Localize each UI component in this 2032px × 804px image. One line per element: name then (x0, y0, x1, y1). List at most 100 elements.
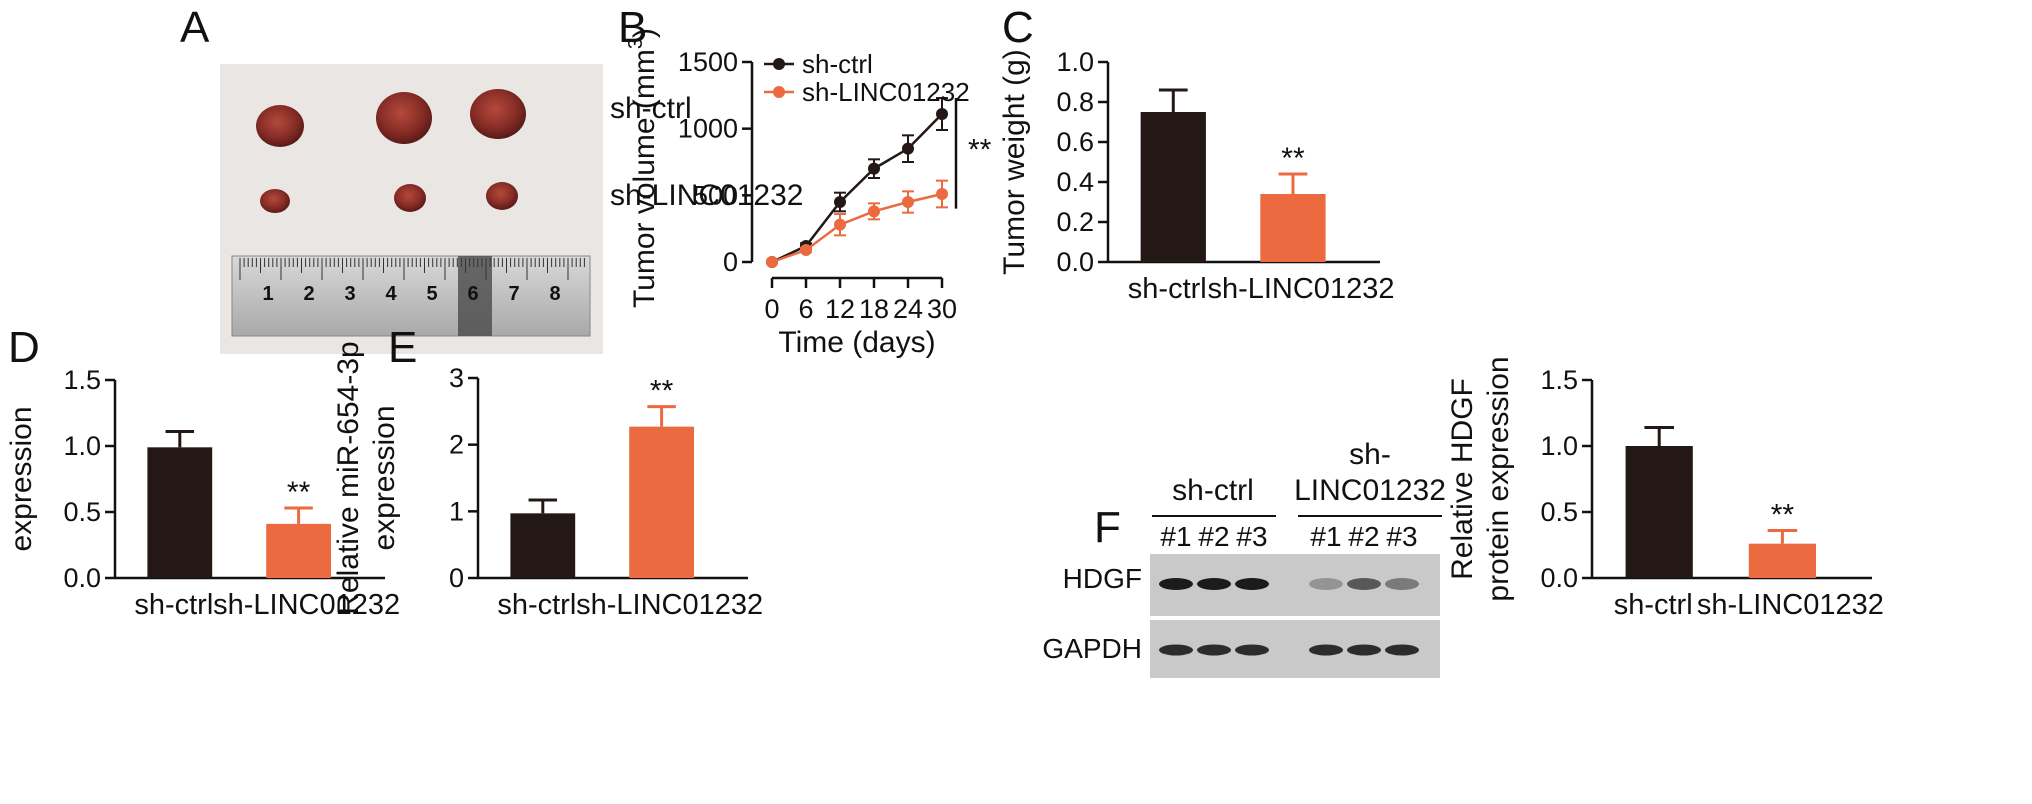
blot-lane-label: #3 (1386, 521, 1417, 552)
chart-b-x-tick-label: 0 (764, 294, 779, 324)
ruler-number: 7 (508, 283, 519, 305)
chart-c-y-tick-label: 0.8 (1056, 87, 1094, 117)
chart-b-y-label-main: Tumor volume (mm (628, 49, 661, 308)
blot-lane-label: #3 (1236, 521, 1267, 552)
chart-b-y-label-end: ) (628, 28, 661, 38)
tumor-ctrl-1 (256, 105, 304, 147)
ruler-number: 2 (303, 283, 314, 305)
blot-lane-label: #2 (1348, 521, 1379, 552)
chart-b-legend-label: sh-LINC01232 (802, 77, 970, 107)
chart-e-y-tick-label: 0 (449, 563, 464, 593)
blot-band-gapdh (1347, 644, 1381, 656)
chart-e-panel-letter: E (388, 323, 417, 372)
blot-band-gapdh (1309, 644, 1343, 656)
chart-e-category-label: sh-ctrl (497, 589, 576, 621)
chart-d-y-tick-label: 1.0 (63, 431, 101, 461)
ruler-number: 3 (344, 283, 355, 305)
chart-b-y-tick-label: 0 (723, 247, 738, 277)
tumor-kd-3 (486, 182, 518, 210)
tumor-ctrl-3 (470, 89, 526, 139)
blot-lane-label: #1 (1160, 521, 1191, 552)
blot-band-gapdh (1159, 644, 1193, 656)
chart-e-y-label: expression (368, 405, 401, 550)
chart-f2-category-label: sh-ctrl (1614, 589, 1693, 621)
chart-b-panel-letter: B (618, 3, 647, 52)
chart-c-y-tick-label: 0.0 (1056, 247, 1094, 277)
chart-c-y-label: Tumor weight (g) (998, 49, 1031, 275)
chart-b-point (936, 108, 948, 120)
chart-b-x-tick-label: 24 (893, 294, 923, 324)
ruler: 1 2 3 4 5 6 7 8 (231, 255, 591, 337)
tumor-ctrl-2 (376, 92, 432, 144)
photo-label-ctrl: sh-ctrl (610, 92, 692, 125)
chart-b-x-tick-label: 18 (859, 294, 889, 324)
chart-d-y-label: expression (5, 406, 38, 551)
chart-f2-y-tick-label: 1.0 (1540, 431, 1578, 461)
chart-e-bar (629, 426, 694, 578)
chart-b-x-label: Time (days) (778, 326, 935, 359)
panel-letter-a: A (180, 3, 210, 52)
chart-b-significance: ** (968, 133, 992, 166)
panel-f-bar-chart: 0.0 0.5 1.0 1.5 Relative HDGF protein express… (1446, 356, 1884, 621)
chart-d-y-label: Relative LINC01232 (0, 345, 2, 614)
chart-d-y-tick-label: 0.0 (63, 563, 101, 593)
chart-c-y-tick-label: 1.0 (1056, 47, 1094, 77)
chart-b-x-tick-label: 12 (825, 294, 855, 324)
blot-band-hdgf (1347, 578, 1381, 590)
blot-band-gapdh (1197, 644, 1231, 656)
blot-protein-hdgf: HDGF (1063, 563, 1142, 594)
chart-f2-bar (1625, 446, 1693, 578)
chart-b-point (902, 142, 914, 155)
chart-b-point (902, 196, 914, 208)
chart-d-bar (147, 447, 213, 578)
chart-b-legend-marker (773, 86, 785, 98)
chart-d-panel-letter: D (8, 323, 40, 372)
chart-b-y-label: Tumor volume (mm3) (625, 28, 661, 308)
ruler-number: 4 (385, 283, 397, 305)
chart-b-y-label-sup: 3 (625, 38, 647, 49)
chart-b-point (834, 196, 846, 208)
blot-band-hdgf (1197, 578, 1231, 590)
ruler-number: 1 (262, 283, 273, 305)
blot-band-hdgf (1385, 578, 1419, 590)
chart-e-bar (510, 513, 576, 578)
chart-b-y-tick-label: 1500 (678, 47, 738, 77)
blot-band-hdgf (1235, 578, 1269, 590)
panel-e-bar-chart: E 0 1 2 3 Relative miR-654-3p expression sh-ctr… (332, 323, 763, 621)
chart-b-legend-marker (773, 58, 785, 70)
chart-c-y-tick-label: 0.4 (1056, 167, 1094, 197)
chart-d-y-tick-label: 1.5 (63, 365, 101, 395)
panel-a: A 1 2 3 4 5 6 7 8 sh-ctrl sh-LINC01232 (180, 3, 803, 354)
chart-f2-y-tick-label: 1.5 (1540, 365, 1578, 395)
blot-group-kd-1: sh- (1349, 438, 1391, 471)
chart-d-category-label: sh-ctrl (134, 589, 213, 621)
chart-c-panel-letter: C (1002, 3, 1034, 52)
ruler-number: 6 (467, 283, 478, 305)
blot-band-hdgf (1159, 578, 1193, 590)
chart-e-y-label: Relative miR-654-3p (332, 341, 365, 614)
chart-b-legend-label: sh-ctrl (802, 49, 873, 79)
chart-c-bar (1140, 112, 1206, 262)
tumor-kd-1 (260, 189, 290, 213)
chart-b-point (834, 218, 846, 231)
chart-e-y-tick-label: 2 (449, 430, 464, 460)
chart-f2-y-label: protein expression (1482, 356, 1515, 601)
tumor-kd-2 (394, 184, 426, 212)
chart-c-category-label: sh-ctrl (1128, 273, 1207, 305)
chart-f2-y-tick-label: 0.0 (1540, 563, 1578, 593)
panel-letter-f: F (1094, 503, 1121, 552)
chart-f2-category-label: sh-LINC01232 (1697, 589, 1884, 621)
chart-b-point (868, 205, 880, 218)
chart-f2-significance: ** (1771, 498, 1795, 531)
chart-b-point (868, 162, 880, 175)
chart-b-point (766, 256, 778, 268)
chart-b-y-tick-label: 500 (693, 180, 738, 210)
chart-d-category-label: sh-LINC01232 (213, 589, 400, 621)
chart-d-significance: ** (287, 476, 311, 509)
chart-b-point (800, 244, 812, 256)
chart-e-y-tick-label: 3 (449, 363, 464, 393)
blot-band-hdgf (1309, 578, 1343, 590)
chart-d-y-tick-label: 0.5 (63, 497, 101, 527)
